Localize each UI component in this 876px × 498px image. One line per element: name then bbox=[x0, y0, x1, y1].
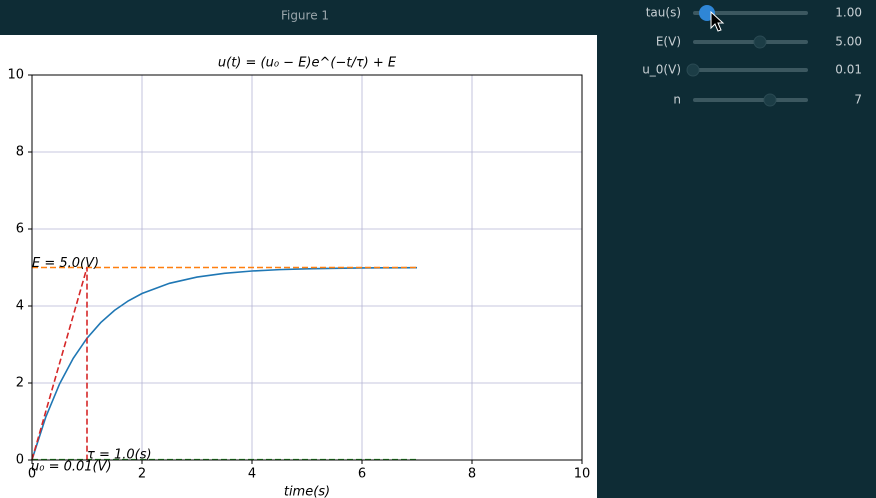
x-tick-label: 6 bbox=[358, 467, 366, 482]
x-tick-label: 8 bbox=[468, 467, 476, 482]
slider-track[interactable] bbox=[693, 11, 808, 15]
slider-value: 7 bbox=[854, 93, 862, 107]
y-tick-label: 4 bbox=[16, 299, 24, 314]
mouse-cursor bbox=[710, 10, 725, 32]
y-tick-label: 8 bbox=[16, 145, 24, 160]
slider-track[interactable] bbox=[693, 40, 808, 44]
slider-label: n bbox=[673, 93, 681, 107]
slider-handle[interactable] bbox=[753, 35, 767, 49]
slider-value: 0.01 bbox=[835, 63, 862, 77]
x-tick-label: 2 bbox=[138, 467, 146, 482]
y-tick-label: 0 bbox=[16, 453, 24, 468]
slider-label: tau(s) bbox=[646, 6, 681, 20]
window-title: Figure 1 bbox=[281, 9, 329, 23]
annotation: τ = 1.0(s) bbox=[87, 448, 152, 463]
slider-label: E(V) bbox=[656, 35, 681, 49]
slider-handle[interactable] bbox=[686, 63, 700, 77]
y-tick-label: 6 bbox=[16, 222, 24, 237]
figure-canvas bbox=[0, 35, 597, 498]
x-tick-label: 10 bbox=[574, 467, 591, 482]
y-tick-label: 10 bbox=[7, 68, 24, 83]
slider-panel: tau(s) 1.00 E(V) 5.00 u_0(V) 0.01 n 7 bbox=[642, 5, 862, 107]
x-tick-label: 4 bbox=[248, 467, 256, 482]
plot-area: 0 2 4 6 8 10 0 2 4 6 8 10 u(t) = (u₀ − E)e^(−t/τ) + … bbox=[7, 56, 590, 498]
chart-title: u(t) = (u₀ − E)e^(−t/τ) + E bbox=[218, 56, 397, 71]
x-tick-label: 0 bbox=[28, 467, 36, 482]
x-axis-label: time(s) bbox=[284, 485, 330, 498]
slider-value: 1.00 bbox=[835, 6, 862, 20]
slider-handle[interactable] bbox=[763, 93, 777, 107]
slider-label: u_0(V) bbox=[642, 63, 681, 77]
slider-track[interactable] bbox=[693, 98, 808, 102]
slider-value: 5.00 bbox=[835, 35, 862, 49]
series-line bbox=[31, 267, 88, 460]
y-tick-label: 2 bbox=[16, 376, 24, 391]
annotation: E = 5.0(V) bbox=[32, 256, 99, 271]
slider-track[interactable] bbox=[693, 68, 808, 72]
annotation: u₀ = 0.01(V) bbox=[31, 460, 112, 475]
axes-frame bbox=[31, 74, 583, 461]
